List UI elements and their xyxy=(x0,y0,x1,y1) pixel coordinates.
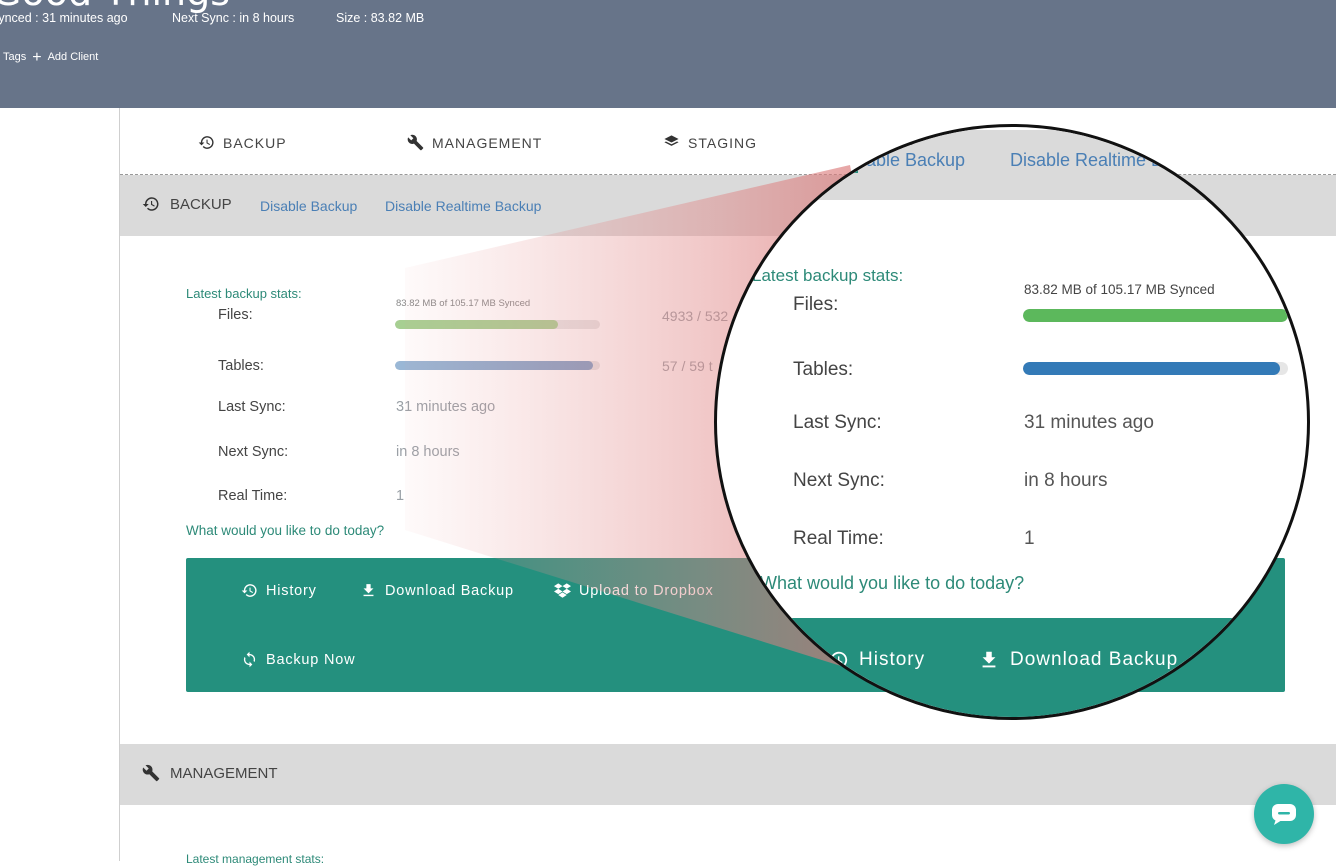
history-icon xyxy=(241,584,257,597)
backup-stats-heading: Latest backup stats: xyxy=(186,286,302,301)
magnified-tables-fill xyxy=(1023,362,1281,375)
history-icon xyxy=(198,136,214,149)
history-label: History xyxy=(266,582,317,599)
tab-management[interactable]: MANAGEMENT xyxy=(407,134,542,151)
magnified-disable-realtime-link[interactable]: Disable Realtime B xyxy=(1010,150,1164,170)
layers-icon xyxy=(664,135,679,146)
backup-now-label: Backup Now xyxy=(266,651,356,668)
wrench-icon xyxy=(407,134,424,151)
last-synced-text: Synced : 31 minutes ago xyxy=(0,11,128,25)
last-sync-value: 31 minutes ago xyxy=(396,399,496,415)
magnified-actions-panel xyxy=(717,618,1307,717)
magnified-download-label: Download Backup xyxy=(1010,649,1179,670)
magnified-last-sync-value: 31 minutes ago xyxy=(1024,412,1154,433)
real-time-label: Real Time: xyxy=(218,488,288,504)
management-section-title: MANAGEMENT xyxy=(142,764,278,782)
files-label: Files: xyxy=(218,307,253,323)
magnified-section-bar xyxy=(717,130,1307,200)
magnified-tables-label: Tables: xyxy=(793,359,854,380)
real-time-value: 1 xyxy=(396,488,405,504)
files-progress-fill xyxy=(395,320,559,329)
header-actions: d Tags + Add Client xyxy=(0,48,99,66)
disable-realtime-backup-link[interactable]: Disable Realtime Backup xyxy=(385,198,542,214)
magnified-history-button[interactable]: History xyxy=(827,649,925,671)
add-tags-link[interactable]: d Tags xyxy=(0,51,27,63)
magnified-files-bar xyxy=(1023,309,1288,322)
magnifier-lens: sable Backup Disable Realtime B Latest b… xyxy=(714,124,1310,720)
tab-backup[interactable]: BACKUP xyxy=(198,134,287,151)
magnified-real-time-value: 1 xyxy=(1024,528,1035,549)
site-header: Good Things Synced : 31 minutes ago Next… xyxy=(0,0,1336,108)
history-icon xyxy=(827,651,848,669)
next-sync-label: Next Sync: xyxy=(218,444,289,460)
last-sync-label: Last Sync: xyxy=(218,399,286,415)
upload-dropbox-button[interactable]: Upload to Dropbox xyxy=(554,582,714,599)
magnified-next-sync-value: in 8 hours xyxy=(1024,470,1108,491)
section-title-text: BACKUP xyxy=(170,195,232,213)
magnified-stats-heading: Latest backup stats: xyxy=(752,266,904,285)
chat-widget-button[interactable] xyxy=(1254,784,1314,844)
active-tab-indicator xyxy=(822,168,858,173)
synced-text: 83.82 MB of 105.17 MB Synced xyxy=(396,298,531,309)
magnified-real-time-label: Real Time: xyxy=(793,528,884,549)
site-title: Good Things xyxy=(0,0,230,14)
disable-backup-link[interactable]: Disable Backup xyxy=(260,198,358,214)
magnified-last-sync-label: Last Sync: xyxy=(793,412,882,433)
history-button[interactable]: History xyxy=(241,582,317,599)
chat-icon xyxy=(1272,804,1296,825)
tables-progress-fill xyxy=(395,361,594,370)
next-sync-text: Next Sync : in 8 hours xyxy=(172,11,295,25)
magnified-action-prompt: What would you like to do today? xyxy=(760,573,1025,593)
wrench-icon xyxy=(142,764,160,782)
backup-now-button[interactable]: Backup Now xyxy=(241,651,355,668)
magnified-files-label: Files: xyxy=(793,294,839,315)
files-progress-bar xyxy=(395,320,600,329)
tables-count: 57 / 59 t xyxy=(662,358,713,374)
action-prompt: What would you like to do today? xyxy=(186,523,385,538)
upload-dropbox-label: Upload to Dropbox xyxy=(579,582,714,599)
tab-icon xyxy=(895,131,913,145)
magnified-tables-bar xyxy=(1023,362,1288,375)
magnified-files-fill xyxy=(1023,309,1288,322)
plus-icon: + xyxy=(32,48,42,66)
magnified-synced-text: 83.82 MB of 105.17 MB Synced xyxy=(1024,282,1215,297)
magnified-next-sync-label: Next Sync: xyxy=(793,470,885,491)
download-icon xyxy=(982,651,996,668)
backup-section-title: BACKUP xyxy=(142,195,232,213)
sync-icon xyxy=(243,651,256,668)
add-client-link[interactable]: Add Client xyxy=(47,51,99,63)
tab-label: BACKUP xyxy=(223,134,287,151)
next-sync-value: in 8 hours xyxy=(396,444,460,460)
magnified-download-button[interactable]: Download Backup xyxy=(978,649,1178,671)
download-backup-button[interactable]: Download Backup xyxy=(360,582,514,599)
download-icon xyxy=(363,584,374,597)
dropbox-icon xyxy=(554,583,571,598)
management-section-bar: MANAGEMENT xyxy=(120,744,1336,805)
tab-label: MANAGEMENT xyxy=(432,134,543,151)
history-icon xyxy=(142,197,159,211)
magnifier-content: sable Backup Disable Realtime B Latest b… xyxy=(717,127,1307,717)
magnified-disable-backup-link[interactable]: sable Backup xyxy=(857,150,966,170)
management-stats-heading: Latest management stats: xyxy=(186,852,325,866)
section-title-text: MANAGEMENT xyxy=(170,764,278,782)
tables-progress-bar xyxy=(395,361,600,370)
sidebar-divider xyxy=(119,108,120,861)
size-text: Size : 83.82 MB xyxy=(336,11,425,25)
tables-label: Tables: xyxy=(218,358,264,374)
magnified-history-label: History xyxy=(859,649,926,670)
download-backup-label: Download Backup xyxy=(385,582,514,599)
